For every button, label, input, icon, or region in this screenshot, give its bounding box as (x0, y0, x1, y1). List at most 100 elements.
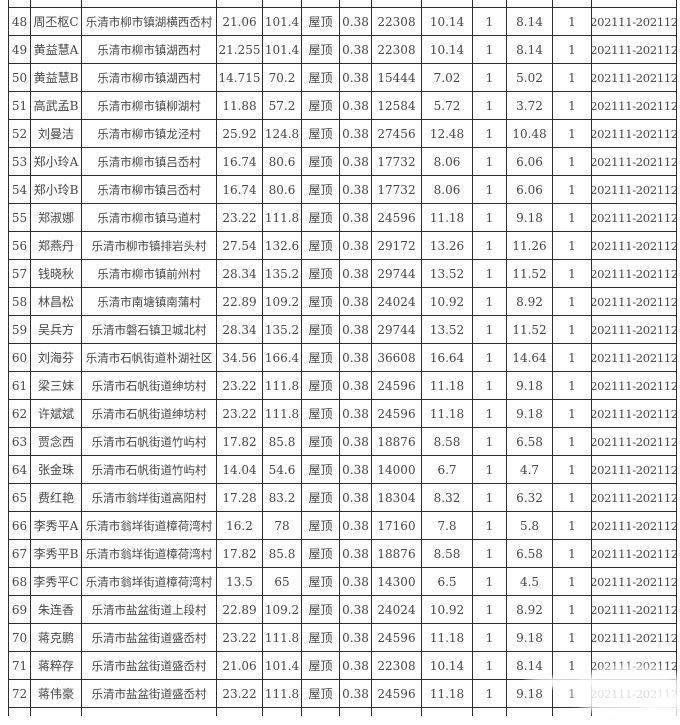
table-row: 49 黄益慧A 乐清市柳市镇湖西村 21.255 101.4 屋顶 0.38 22308 10.… (8, 36, 677, 64)
table-cell: 1 (553, 540, 592, 568)
table-cell: 7.02 (422, 64, 473, 92)
table-cell: 屋顶 (302, 8, 340, 36)
table-cell: 202111-202112 (592, 316, 677, 344)
table-cell: 0.38 (340, 456, 372, 484)
table-cell: 8.14 (507, 36, 553, 64)
table-cell: 刘曼洁 (31, 120, 82, 148)
table-cell-empty (82, 0, 217, 8)
table-cell-empty (82, 708, 217, 716)
table-row: 63 贾念西 乐清市石帆街道竹屿村 17.82 85.8 屋顶 0.38 18876 8.58 1… (8, 428, 677, 456)
table-cell: 22.89 (217, 596, 263, 624)
table-cell: 16.2 (217, 512, 263, 540)
table-cell: 11.18 (422, 204, 473, 232)
table-cell: 28.34 (217, 260, 263, 288)
table-cell: 黄益慧A (31, 36, 82, 64)
table-cell: 黄益慧B (31, 64, 82, 92)
table-cell: 11.52 (507, 260, 553, 288)
table-cell: 9.18 (507, 400, 553, 428)
table-cell: 0.38 (340, 428, 372, 456)
table-cell-empty (31, 708, 82, 716)
table-cell: 屋顶 (302, 540, 340, 568)
table-cell: 8.32 (422, 484, 473, 512)
table-cell: 11.18 (422, 624, 473, 652)
table-cell: 10.92 (422, 596, 473, 624)
table-cell: 0.38 (340, 568, 372, 596)
table-cell: 1 (553, 344, 592, 372)
table-cell: 屋顶 (302, 176, 340, 204)
table-cell: 17732 (372, 176, 422, 204)
table-cell-empty (473, 0, 507, 8)
table-cell: 61 (8, 372, 31, 400)
table-row: 54 郑小玲B 乐清市柳市镇吕岙村 16.74 80.6 屋顶 0.38 17732 8.06 1… (8, 176, 677, 204)
table-cell: 1 (473, 652, 507, 680)
table-cell: 0.38 (340, 540, 372, 568)
table-cell: 郑淑娜 (31, 204, 82, 232)
table-cell: 34.56 (217, 344, 263, 372)
table-cell: 55 (8, 204, 31, 232)
table-cell: 10.14 (422, 36, 473, 64)
table-cell: 57 (8, 260, 31, 288)
table-row: 66 李秀平A 乐清市翁垟街道樟荷湾村 16.2 78 屋顶 0.38 17160 7.8 1 5.… (8, 512, 677, 540)
table-cell: 蒋伟豪 (31, 680, 82, 708)
table-cell: 屋顶 (302, 624, 340, 652)
table-cell: 乐清市柳市镇吕岙村 (82, 148, 217, 176)
table-cell: 1 (473, 372, 507, 400)
table-cell: 202111-202112 (592, 484, 677, 512)
table-cell: 屋顶 (302, 596, 340, 624)
table-cell: 1 (473, 232, 507, 260)
table-cell: 1 (553, 176, 592, 204)
table-cell: 乐清市南塘镇南蒲村 (82, 288, 217, 316)
table-cell-empty (340, 0, 372, 8)
table-row: 61 梁三妹 乐清市石帆街道绅坊村 23.22 111.8 屋顶 0.38 24596 11.1… (8, 372, 677, 400)
table-cell: 1 (553, 92, 592, 120)
table-cell: 29172 (372, 232, 422, 260)
table-row-partial-top (8, 0, 677, 8)
table-cell: 11.88 (217, 92, 263, 120)
table-cell-empty (302, 708, 340, 716)
table-cell: 0.38 (340, 512, 372, 540)
table-cell: 9.18 (507, 372, 553, 400)
table-row: 52 刘曼洁 乐清市柳市镇龙泾村 25.92 124.8 屋顶 0.38 27456 12.48… (8, 120, 677, 148)
table-cell: 1 (473, 120, 507, 148)
table-cell: 乐清市翁垟街道樟荷湾村 (82, 512, 217, 540)
table-cell: 13.5 (217, 568, 263, 596)
table-cell: 0.38 (340, 120, 372, 148)
table-cell: 0.38 (340, 64, 372, 92)
table-cell: 49 (8, 36, 31, 64)
table-cell: 1 (553, 428, 592, 456)
table-cell: 1 (553, 204, 592, 232)
table-cell: 57.2 (263, 92, 302, 120)
table-cell: 屋顶 (302, 568, 340, 596)
table-cell: 屋顶 (302, 316, 340, 344)
table-cell: 29744 (372, 260, 422, 288)
table-cell: 1 (553, 372, 592, 400)
table-cell: 贾念西 (31, 428, 82, 456)
table-cell: 0.38 (340, 400, 372, 428)
table-cell: 0.38 (340, 176, 372, 204)
table-cell: 60 (8, 344, 31, 372)
table-cell: 202111-202112 (592, 8, 677, 36)
table-cell: 202111-202112 (592, 176, 677, 204)
table-cell: 101.4 (263, 8, 302, 36)
table-cell: 24596 (372, 624, 422, 652)
table-cell: 85.8 (263, 540, 302, 568)
table-cell: 0.38 (340, 652, 372, 680)
table-row: 53 郑小玲A 乐清市柳市镇吕岙村 16.74 80.6 屋顶 0.38 17732 8.06 1… (8, 148, 677, 176)
table-cell: 16.64 (422, 344, 473, 372)
table-cell-empty (592, 0, 677, 8)
table-cell: 70 (8, 624, 31, 652)
table-cell: 59 (8, 316, 31, 344)
table-cell: 乐清市翁垟街道樟荷湾村 (82, 540, 217, 568)
table-row: 58 林昌松 乐清市南塘镇南蒲村 22.89 109.2 屋顶 0.38 24024 10.92… (8, 288, 677, 316)
table-cell: 1 (553, 316, 592, 344)
table-cell: 62 (8, 400, 31, 428)
table-cell: 202111-202112 (592, 624, 677, 652)
table-cell: 乐清市石帆街道绅坊村 (82, 372, 217, 400)
table-cell: 1 (473, 400, 507, 428)
table-cell: 202111-202112 (592, 400, 677, 428)
table-cell: 屋顶 (302, 372, 340, 400)
table-row: 69 朱连香 乐清市盐盆街道上段村 22.89 109.2 屋顶 0.38 24024 10.9… (8, 596, 677, 624)
table-cell: 1 (553, 260, 592, 288)
table-cell: 费红艳 (31, 484, 82, 512)
table-cell: 0.38 (340, 8, 372, 36)
